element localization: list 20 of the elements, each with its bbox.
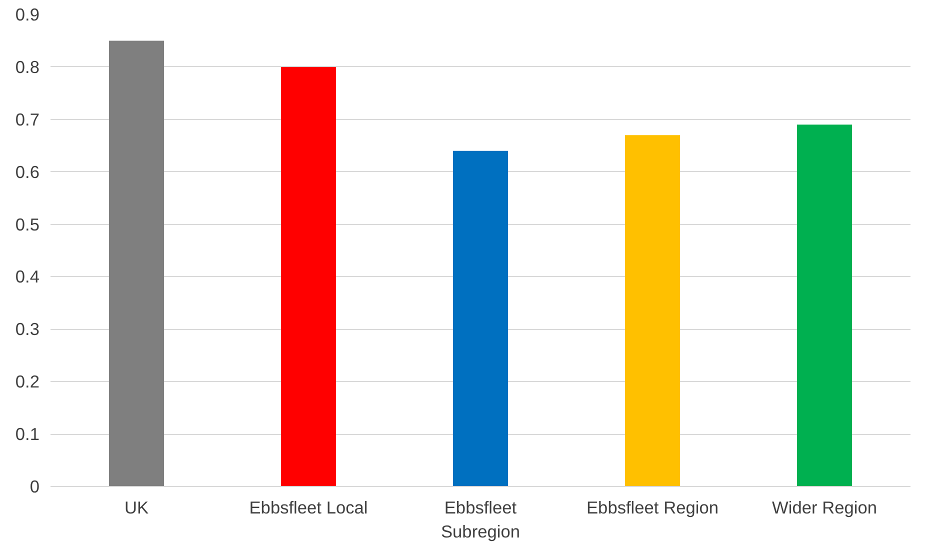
bar <box>796 124 852 486</box>
bar <box>280 66 336 486</box>
y-tick-label: 0.4 <box>15 266 40 287</box>
y-tick-label: 0 <box>30 476 40 496</box>
x-tick-label: Wider Region <box>772 498 877 518</box>
x-tick-label: Ebbsfleet Region <box>586 498 718 518</box>
y-tick-label: 0.1 <box>15 424 40 444</box>
y-tick-label: 0.7 <box>15 109 40 130</box>
x-tick-label: Ebbsfleet Local <box>249 498 368 518</box>
bar <box>108 40 164 486</box>
y-tick-label: 0.6 <box>15 162 40 182</box>
bar <box>624 135 680 486</box>
y-tick-label: 0.8 <box>15 56 40 77</box>
y-tick-label: 0.3 <box>15 319 40 340</box>
y-tick-label: 0.2 <box>15 372 40 392</box>
bar <box>452 150 508 486</box>
x-tick-label: Ebbsfleet Subregion <box>441 498 520 542</box>
y-tick-label: 0.5 <box>15 214 40 234</box>
y-tick-label: 0.9 <box>15 4 40 24</box>
x-tick-label: UK <box>124 498 149 518</box>
